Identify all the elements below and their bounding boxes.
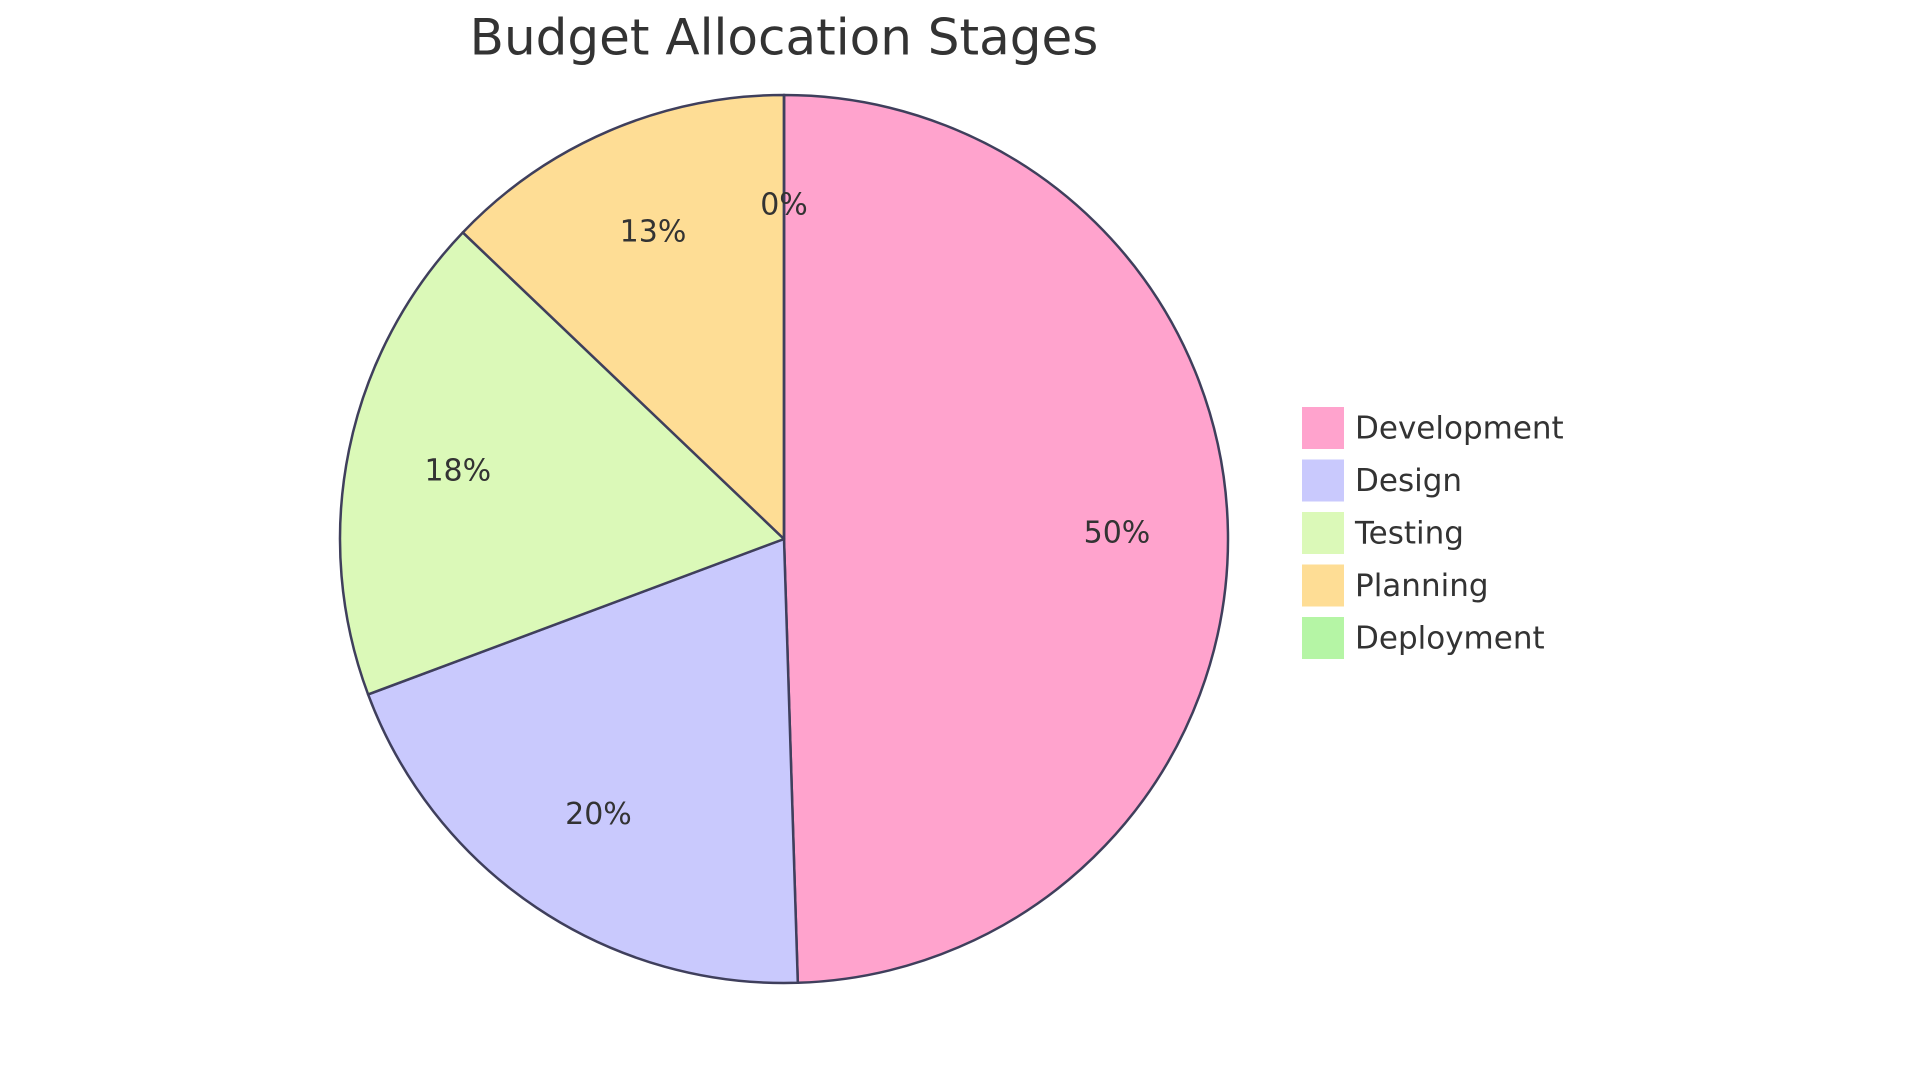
pie-slice — [366, 537, 800, 985]
slice-labels: 50% 20% 18% 13% 0% — [424, 188, 1150, 833]
slice-label: 0% — [760, 188, 808, 223]
slices — [338, 93, 1230, 985]
pie-slice — [782, 93, 1230, 985]
slice-label: 13% — [620, 214, 687, 249]
legend-label: Development — [1355, 411, 1564, 447]
slice-label: 20% — [565, 797, 632, 832]
slice-label: 50% — [1084, 515, 1151, 550]
legend-label: Planning — [1355, 568, 1489, 604]
legend: Development Design Testing Planning Deployme… — [1300, 405, 1564, 661]
legend-label: Design — [1355, 463, 1462, 499]
legend-label: Deployment — [1355, 621, 1545, 657]
legend-swatch — [1300, 405, 1346, 451]
legend-label: Testing — [1354, 516, 1464, 552]
pie-slice — [461, 93, 786, 541]
legend-swatch — [1300, 457, 1346, 504]
legend-swatch — [1300, 562, 1346, 609]
slice-label: 18% — [424, 454, 491, 489]
legend-swatch — [1300, 510, 1346, 556]
chart-title: Budget Allocation Stages — [470, 9, 1099, 67]
legend-swatch — [1300, 615, 1346, 661]
pie-slice — [338, 231, 786, 696]
